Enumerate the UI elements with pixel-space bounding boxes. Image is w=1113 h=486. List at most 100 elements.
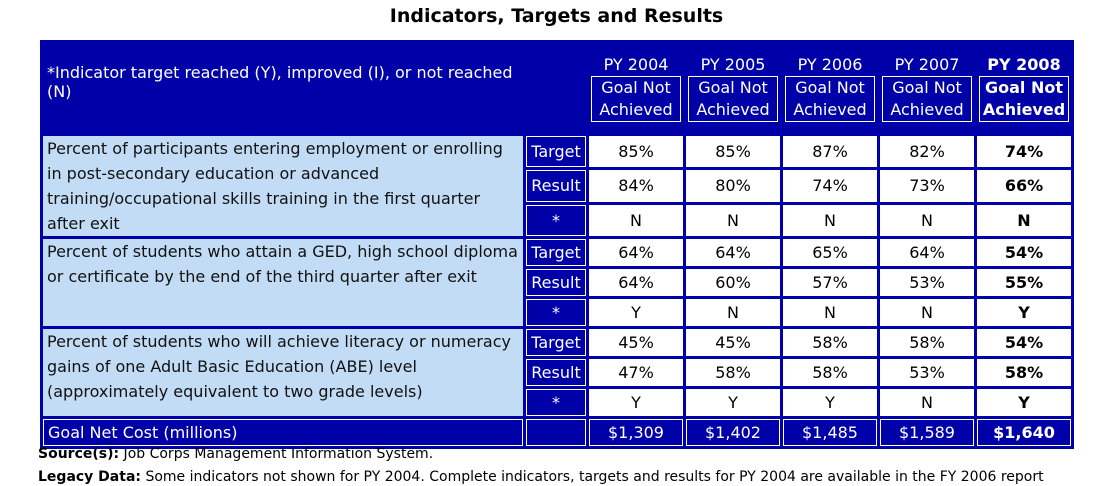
row-label: Target: [526, 239, 586, 266]
header-cell: PY 2005 Goal Not Achieved: [686, 43, 780, 133]
value-cell: 64%: [589, 269, 683, 296]
footer-value: $1,589: [880, 419, 974, 446]
data-row: Result 47% 58% 58% 53% 58%: [43, 359, 1071, 386]
value-cell: N: [977, 204, 1071, 236]
header-cell: PY 2006 Goal Not Achieved: [783, 43, 877, 133]
data-row: Percent of students who attain a GED, hi…: [43, 239, 1071, 326]
value-cell: 58%: [783, 359, 877, 386]
value-cell: N: [880, 204, 974, 236]
value-cell: 53%: [880, 269, 974, 296]
row-label: Target: [526, 136, 586, 168]
value-cell: Y: [686, 389, 780, 416]
data-row: Result 84% 80% 74% 73% 66%: [43, 170, 1071, 202]
value-cell: 80%: [686, 170, 780, 202]
data-row: Result 64% 60% 57% 53% 55%: [43, 269, 1071, 296]
note-text: Some indicators not shown for PY 2004. C…: [141, 469, 1044, 485]
value-cell: 73%: [880, 170, 974, 202]
status: Goal Not Achieved: [688, 76, 778, 122]
indicator: Percent of participants entering employm…: [43, 136, 523, 236]
value-cell: 82%: [880, 136, 974, 168]
value-cell: 57%: [783, 269, 877, 296]
value-cell: 64%: [880, 239, 974, 266]
row-label: *: [526, 204, 586, 236]
value-cell: N: [589, 204, 683, 236]
header-row: *Indicator target reached (Y), improved …: [43, 43, 1071, 133]
status: Goal Not Achieved: [979, 76, 1069, 122]
footer-value: $1,402: [686, 419, 780, 446]
value-cell: 87%: [783, 136, 877, 168]
row-label: Result: [526, 269, 586, 296]
value-cell: N: [686, 299, 780, 326]
note-label: Legacy Data:: [38, 469, 141, 485]
header-blank: [526, 43, 586, 133]
value-cell: N: [783, 299, 877, 326]
value-cell: 74%: [977, 136, 1071, 168]
footer-blank: [526, 419, 586, 446]
value-cell: 74%: [783, 170, 877, 202]
value-cell: 58%: [977, 359, 1071, 386]
value-cell: Y: [589, 299, 683, 326]
year: PY 2007: [894, 55, 960, 74]
value-cell: 60%: [686, 269, 780, 296]
value-cell: 58%: [880, 329, 974, 356]
footer-value: $1,485: [783, 419, 877, 446]
value-cell: 65%: [783, 239, 877, 266]
footer-row: Goal Net Cost (millions) $1,309 $1,402 $1,4…: [43, 419, 1071, 446]
year: PY 2005: [700, 55, 766, 74]
value-cell: Y: [783, 389, 877, 416]
note-text: Job Corps Management Information System.: [119, 446, 434, 462]
value-cell: 54%: [977, 329, 1071, 356]
status: Goal Not Achieved: [785, 76, 875, 122]
header-cell: PY 2008 Goal Not Achieved: [977, 43, 1071, 133]
value-cell: 47%: [589, 359, 683, 386]
data-row: * Y N N N Y: [43, 299, 1071, 326]
title: Indicators, Targets and Results: [389, 5, 724, 27]
row-label: Result: [526, 359, 586, 386]
value-cell: 64%: [686, 239, 780, 266]
note-label: Source(s):: [38, 446, 120, 462]
indicator: Percent of students who will achieve lit…: [43, 329, 523, 416]
header-note: *Indicator target reached (Y), improved …: [43, 43, 523, 133]
value-cell: Y: [589, 389, 683, 416]
value-cell: 54%: [977, 239, 1071, 266]
status: Goal Not Achieved: [882, 76, 972, 122]
value-cell: 85%: [589, 136, 683, 168]
value-cell: N: [880, 299, 974, 326]
value-cell: 64%: [589, 239, 683, 266]
value-cell: N: [880, 389, 974, 416]
row-label: Result: [526, 170, 586, 202]
row-label: Target: [526, 329, 586, 356]
value-cell: 84%: [589, 170, 683, 202]
results-table: *Indicator target reached (Y), improved …: [40, 40, 1074, 449]
header-cell: PY 2004 Goal Not Achieved: [589, 43, 683, 133]
value-cell: Y: [977, 299, 1071, 326]
value-cell: 53%: [880, 359, 974, 386]
row-label: *: [526, 389, 586, 416]
year: PY 2004: [603, 55, 669, 74]
value-cell: 45%: [686, 329, 780, 356]
value-cell: N: [783, 204, 877, 236]
footer-value: $1,309: [589, 419, 683, 446]
header-cell: PY 2007 Goal Not Achieved: [880, 43, 974, 133]
data-row: Percent of participants entering employm…: [43, 136, 1071, 236]
footer-value: $1,640: [977, 419, 1071, 446]
footer-label: Goal Net Cost (millions): [43, 419, 523, 446]
value-cell: 85%: [686, 136, 780, 168]
data-row: Percent of students who will achieve lit…: [43, 329, 1071, 416]
value-cell: N: [686, 204, 780, 236]
status: Goal Not Achieved: [591, 76, 681, 122]
value-cell: 55%: [977, 269, 1071, 296]
year: PY 2006: [797, 55, 863, 74]
row-label: *: [526, 299, 586, 326]
value-cell: Y: [977, 389, 1071, 416]
value-cell: 58%: [686, 359, 780, 386]
data-row: * Y Y Y N Y: [43, 389, 1071, 416]
note: Source(s): Job Corps Management Informat…: [38, 446, 433, 462]
value-cell: 66%: [977, 170, 1071, 202]
year: PY 2008: [987, 55, 1061, 74]
indicator: Percent of students who attain a GED, hi…: [43, 239, 523, 326]
value-cell: 58%: [783, 329, 877, 356]
data-row: * N N N N N: [43, 204, 1071, 236]
note: Legacy Data: Some indicators not shown f…: [38, 469, 1044, 485]
